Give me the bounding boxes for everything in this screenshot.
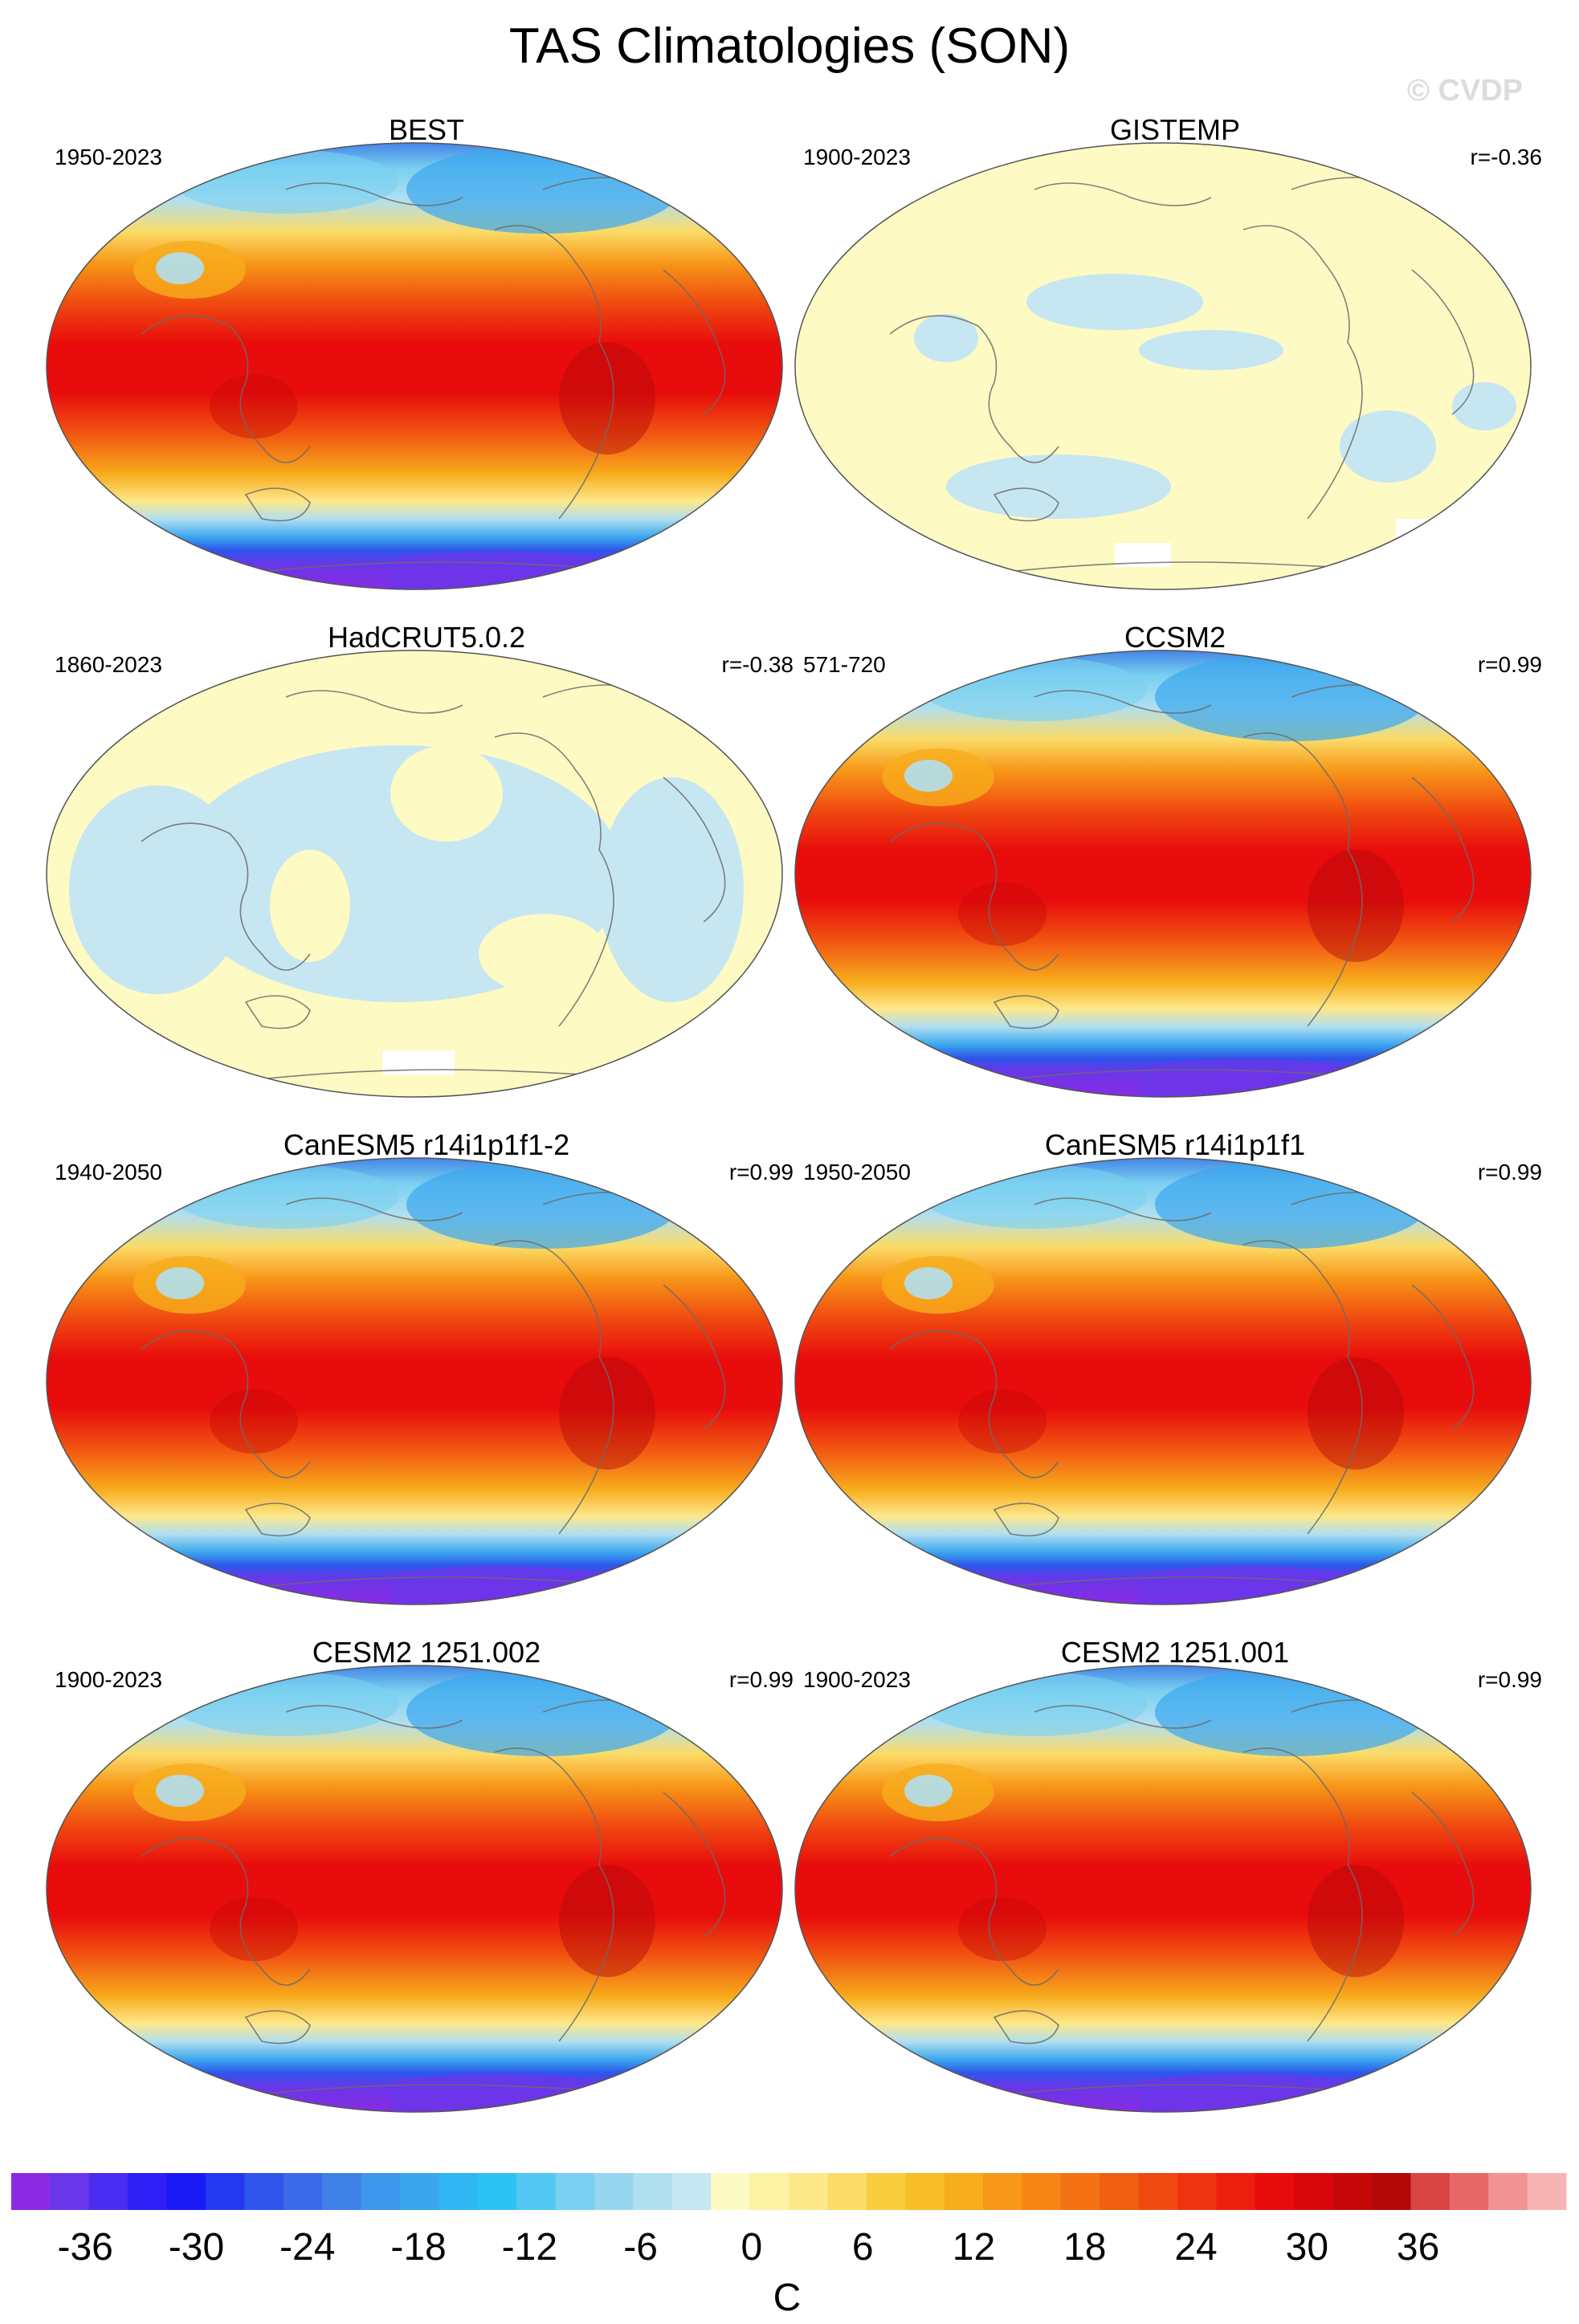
- colorbar-swatch: [516, 2173, 557, 2210]
- panel-title: CESM2 1251.001: [1060, 1636, 1290, 1669]
- colorbar-swatch: [128, 2173, 168, 2210]
- colorbar-tick-label: -36: [58, 2226, 113, 2269]
- colorbar-tick-label: -6: [623, 2226, 658, 2269]
- period-label: 1950-2023: [55, 145, 162, 169]
- period-label: 1940-2050: [55, 1160, 162, 1184]
- map-panel: CanESM5 r14i1p1f1 1950-2050 r=0.99: [794, 1127, 1557, 1605]
- colorbar-tick-label: -24: [279, 2226, 335, 2269]
- colorbar-tick-label: 30: [1286, 2226, 1328, 2269]
- correlation-label: r=-0.38: [721, 652, 794, 677]
- colorbar-swatch: [1449, 2173, 1489, 2210]
- correlation-label: r=0.99: [728, 1667, 794, 1692]
- period-label: 1950-2050: [803, 1160, 911, 1184]
- colorbar-swatch: [1100, 2173, 1140, 2210]
- colorbar-swatch: [789, 2173, 828, 2210]
- colorbar-swatch: [1410, 2173, 1450, 2210]
- colorbar: -36 -30 -24 -18 -12 -6 0 6 12 18 24 30 36: [11, 2173, 1567, 2269]
- colorbar-swatch: [477, 2173, 517, 2210]
- figure-title: TAS Climatologies (SON): [508, 18, 1071, 74]
- colorbar-swatch: [827, 2173, 867, 2210]
- colorbar-tick-label: 6: [852, 2226, 874, 2269]
- colorbar-tick-label: -18: [390, 2226, 446, 2269]
- map-panel: CCSM2 571-720 r=0.99: [794, 620, 1557, 1098]
- correlation-label: r=0.99: [728, 1160, 794, 1184]
- colorbar-swatch: [400, 2173, 439, 2210]
- world-map: [46, 142, 783, 590]
- correlation-label: r=0.99: [1477, 1667, 1542, 1692]
- colorbar-swatch: [244, 2173, 284, 2210]
- colorbar-swatch: [711, 2173, 751, 2210]
- colorbar-tick-label: 18: [1063, 2226, 1106, 2269]
- panel-title: CanESM5 r14i1p1f1: [1044, 1128, 1306, 1161]
- map-panel: CESM2 1251.002 1900-2023 r=0.99: [45, 1635, 808, 2113]
- colorbar-swatch: [749, 2173, 790, 2210]
- map-panel: CESM2 1251.001 1900-2023 r=0.99: [794, 1635, 1557, 2113]
- colorbar-swatch: [50, 2173, 90, 2210]
- colorbar-swatch: [594, 2173, 634, 2210]
- panel-title: GISTEMP: [1109, 113, 1241, 146]
- panel-title: BEST: [388, 113, 465, 146]
- colorbar-swatch: [322, 2173, 362, 2210]
- colorbar-swatch: [206, 2173, 245, 2210]
- colorbar-swatch: [1216, 2173, 1256, 2210]
- colorbar-swatch: [1372, 2173, 1411, 2210]
- colorbar-tick-label: -30: [169, 2226, 224, 2269]
- colorbar-tick-label: 12: [953, 2226, 995, 2269]
- colorbar-swatch: [283, 2173, 323, 2210]
- watermark: © CVDP: [1407, 74, 1524, 108]
- colorbar-swatch: [439, 2173, 479, 2210]
- world-map: [46, 1157, 783, 1605]
- correlation-label: r=0.99: [1477, 652, 1542, 677]
- period-label: 1860-2023: [55, 652, 162, 677]
- map-panel: BEST 1950-2023: [45, 112, 808, 590]
- panel-title: CanESM5 r14i1p1f1-2: [283, 1128, 570, 1161]
- colorbar-swatch: [11, 2173, 51, 2210]
- colorbar-swatch: [1138, 2173, 1178, 2210]
- colorbar-swatch: [1527, 2173, 1567, 2210]
- map-panel: CanESM5 r14i1p1f1-2 1940-2050 r=0.99: [45, 1127, 808, 1605]
- colorbar-swatch: [944, 2173, 984, 2210]
- colorbar-swatch: [633, 2173, 673, 2210]
- colorbar-tick-label: -12: [502, 2226, 557, 2269]
- colorbar-swatch: [88, 2173, 129, 2210]
- colorbar-swatch: [1255, 2173, 1295, 2210]
- colorbar-tick-label: 36: [1397, 2226, 1439, 2269]
- period-label: 1900-2023: [803, 1667, 911, 1692]
- colorbar-swatch: [1177, 2173, 1217, 2210]
- panel-title: CCSM2: [1124, 621, 1226, 654]
- colorbar-tick-label: 24: [1174, 2226, 1217, 2269]
- colorbar-swatch: [361, 2173, 401, 2210]
- colorbar-swatch: [1488, 2173, 1528, 2210]
- world-map: [46, 650, 783, 1098]
- period-label: 571-720: [803, 652, 886, 677]
- colorbar-unit-label: C: [773, 2277, 802, 2319]
- colorbar-swatch: [905, 2173, 945, 2210]
- map-panel: HadCRUT5.0.2 1860-2023 r=-0.38: [45, 620, 808, 1098]
- colorbar-swatch: [866, 2173, 906, 2210]
- map-panel: GISTEMP 1900-2023 r=-0.36: [794, 112, 1557, 590]
- world-map: [794, 142, 1532, 590]
- period-label: 1900-2023: [803, 145, 911, 169]
- colorbar-swatch: [1060, 2173, 1100, 2210]
- world-map: [794, 1157, 1532, 1605]
- colorbar-tick-label: 0: [741, 2226, 763, 2269]
- colorbar-swatch: [166, 2173, 206, 2210]
- correlation-label: r=0.99: [1477, 1160, 1542, 1184]
- world-map: [794, 650, 1532, 1098]
- colorbar-swatch: [1022, 2173, 1062, 2210]
- colorbar-swatch: [555, 2173, 595, 2210]
- panel-title: HadCRUT5.0.2: [327, 621, 526, 654]
- world-map: [794, 1665, 1532, 2113]
- world-map: [46, 1665, 783, 2113]
- period-label: 1900-2023: [55, 1667, 162, 1692]
- panel-title: CESM2 1251.002: [312, 1636, 541, 1669]
- colorbar-swatch: [1332, 2173, 1373, 2210]
- colorbar-swatch: [983, 2173, 1022, 2210]
- colorbar-swatch: [671, 2173, 712, 2210]
- colorbar-swatch: [1294, 2173, 1334, 2210]
- correlation-label: r=-0.36: [1470, 145, 1543, 169]
